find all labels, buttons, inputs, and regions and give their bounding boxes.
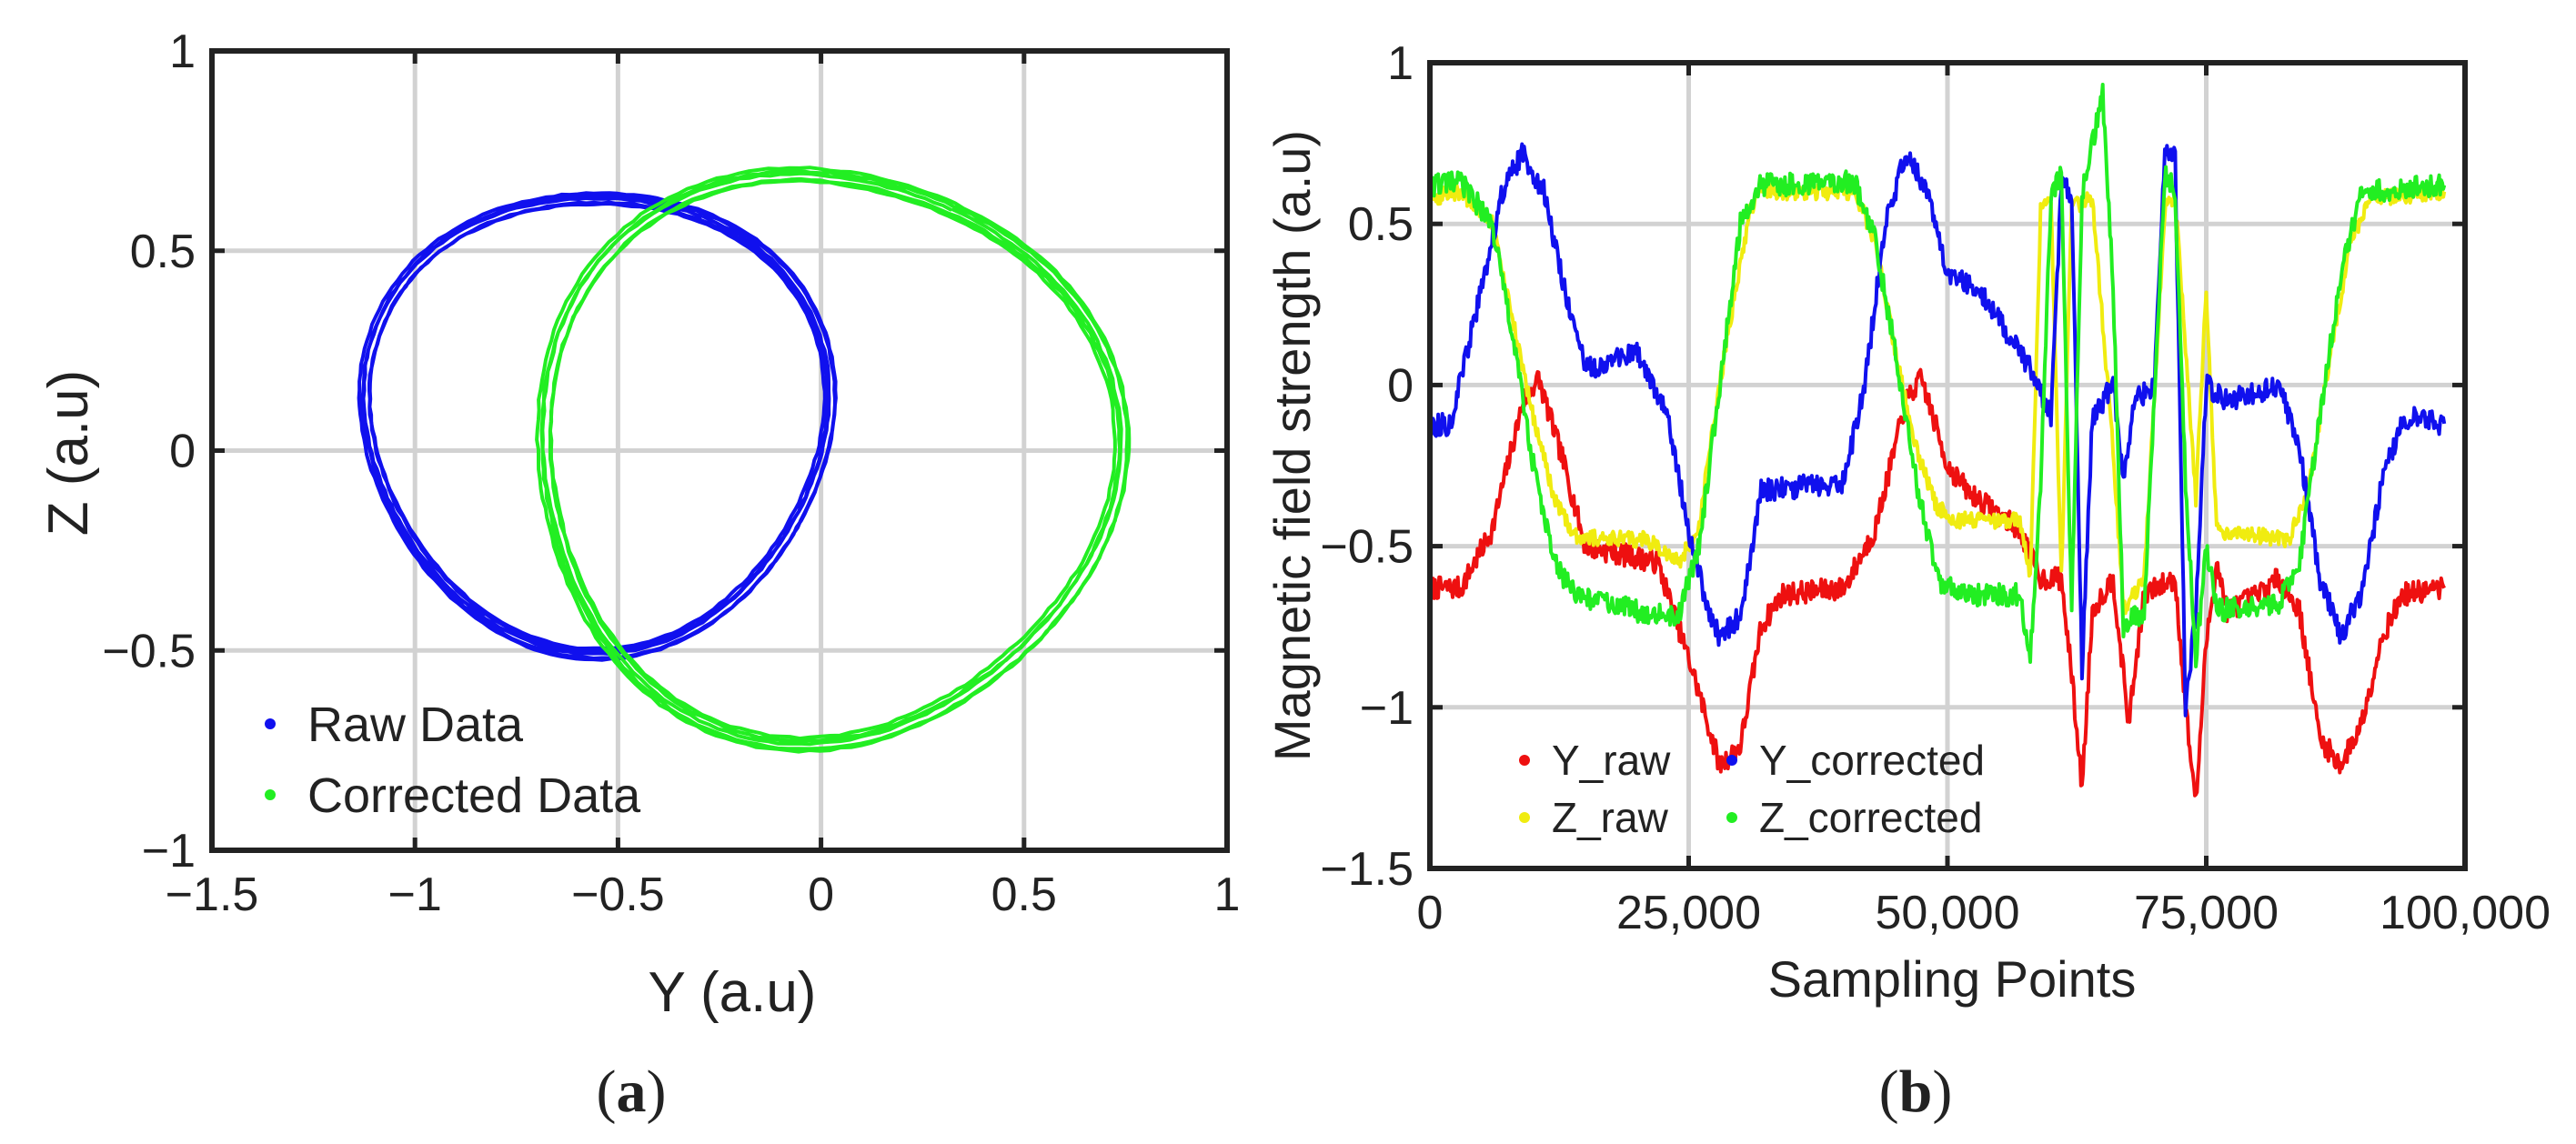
- panel-a-y-tick-label: −0.5: [102, 625, 196, 677]
- legend-z-raw-marker: [1519, 812, 1530, 823]
- panel-b-x-tick-label: 0: [1417, 887, 1444, 939]
- series-corrected-data-trace: [535, 166, 1132, 754]
- series-z-corrected-line: [1428, 83, 2447, 668]
- legend-z-corrected-marker: [1726, 812, 1737, 823]
- panel-a-x-tick-label: 0.5: [991, 868, 1057, 921]
- panel-a-x-tick-label: 0: [808, 868, 834, 921]
- series-y-raw-line: [1428, 367, 2446, 798]
- panel-a-x-tick-label: −0.5: [571, 868, 665, 921]
- panel-a-y-tick-label: −1: [142, 825, 196, 878]
- panel-b-y-tick-label: 1: [1387, 37, 1414, 90]
- panel-b-y-axis-title: Magnetic field strength (a.u): [1263, 130, 1321, 761]
- panel-a-y-tick-label: 0.5: [130, 226, 196, 278]
- panel-a-x-tick-label: 1: [1214, 868, 1241, 921]
- legend-y-corrected-label: Y_corrected: [1759, 737, 1985, 784]
- panel-b-x-tick-label: 50,000: [1875, 887, 2019, 939]
- panel-b-y-tick-label: 0.5: [1348, 198, 1414, 251]
- series-y-corrected-line: [1428, 142, 2447, 718]
- panel-b-y-tick-label: −0.5: [1320, 521, 1414, 574]
- panel-b-data: [1428, 83, 2447, 798]
- panel-b-label: (b): [1879, 1059, 1953, 1125]
- panel-a-ticks: [209, 48, 1230, 853]
- legend-y-raw-label: Y_raw: [1552, 737, 1671, 784]
- panel-b-y-tick-label: −1.5: [1320, 843, 1414, 896]
- panel-a-x-axis-title: Y (a.u): [649, 961, 817, 1024]
- legend-raw-data-marker: [265, 718, 276, 729]
- legend-z-raw-label: Z_raw: [1552, 794, 1669, 841]
- series-raw-data-trace: [357, 191, 838, 662]
- panel-b-x-tick-labels: 0 25,000 50,000 75,000 100,000: [1417, 887, 2551, 939]
- panel-a-legend: Raw Data Corrected Data: [265, 697, 641, 823]
- panel-a-label: (a): [597, 1059, 667, 1125]
- panel-b-x-tick-label: 100,000: [2380, 887, 2551, 939]
- panel-a-x-tick-label: −1.5: [166, 868, 259, 921]
- panel-b-y-tick-label: −1: [1360, 682, 1414, 735]
- panel-a-x-tick-labels: −1.5 −1 −0.5 0 0.5 1: [166, 868, 1241, 921]
- panel-b-x-tick-label: 75,000: [2134, 887, 2279, 939]
- panel-b-x-axis-title: Sampling Points: [1768, 950, 2137, 1008]
- panel-b-legend: Y_raw Y_corrected Z_raw Z_corrected: [1519, 737, 1985, 841]
- legend-y-corrected-marker: [1726, 755, 1737, 766]
- panel-a-chart: −1.5 −1 −0.5 0 0.5 1 −1−0.500.51 Y (a.u) Z (a…: [37, 25, 1240, 1125]
- legend-corrected-data-marker: [265, 789, 276, 800]
- panel-a-y-tick-labels: −1 −0.5 0 0.5 1: [102, 25, 196, 878]
- panel-a-x-tick-label: −1: [388, 868, 442, 921]
- legend-corrected-data-label: Corrected Data: [307, 768, 641, 823]
- legend-z-corrected-label: Z_corrected: [1759, 794, 1982, 841]
- series-z-raw-line: [1428, 181, 2447, 616]
- panel-a-data: [357, 166, 1132, 754]
- panel-b-y-tick-label: 0: [1387, 359, 1414, 412]
- panel-b-y-tick-labels: −1.5 −1 −0.5 0 0.5 1: [1320, 37, 1414, 896]
- panel-a-y-tick-label: 1: [169, 25, 196, 78]
- panel-a-y-tick-label: 0: [169, 426, 196, 478]
- legend-y-raw-marker: [1519, 755, 1530, 766]
- panel-b-x-tick-label: 25,000: [1616, 887, 1761, 939]
- panel-b-chart: 0 25,000 50,000 75,000 100,000 −1.5 −1 −0.5 0 0.…: [1263, 37, 2551, 1125]
- panel-b-ticks: [1427, 60, 2468, 871]
- legend-raw-data-label: Raw Data: [307, 697, 524, 752]
- panel-a-y-axis-title: Z (a.u): [37, 370, 100, 537]
